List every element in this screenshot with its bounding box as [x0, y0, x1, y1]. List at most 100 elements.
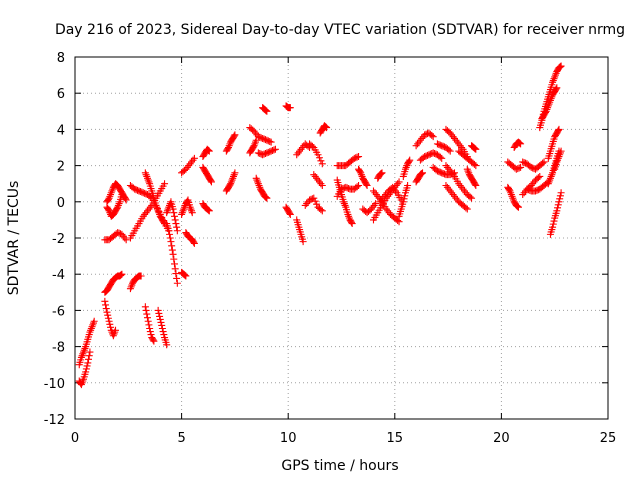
data-point: [372, 200, 380, 208]
data-point: [417, 170, 425, 178]
data-point: [113, 204, 121, 212]
series-t19: [199, 145, 213, 161]
data-point: [466, 193, 474, 201]
data-point: [168, 242, 176, 250]
data-point: [143, 314, 151, 322]
series-t28: [282, 102, 294, 112]
data-point: [317, 157, 325, 165]
y-tick-label: -12: [44, 413, 65, 428]
data-point: [318, 207, 326, 215]
data-point: [172, 270, 180, 278]
series-t18: [178, 154, 198, 177]
data-point: [356, 168, 364, 176]
data-point: [550, 217, 558, 225]
data-point: [553, 84, 561, 92]
data-point: [418, 169, 426, 177]
data-point: [446, 147, 454, 155]
data-point: [158, 325, 166, 332]
data-point: [362, 180, 370, 188]
data-point: [556, 192, 564, 200]
data-point: [400, 195, 408, 203]
data-point: [190, 239, 198, 247]
data-point: [313, 200, 321, 208]
series-t4: [101, 229, 130, 244]
data-point: [514, 203, 522, 211]
series-t50: [416, 149, 446, 164]
data-point: [231, 131, 239, 139]
data-point: [190, 238, 198, 246]
data-point: [470, 144, 478, 152]
data-point: [471, 145, 479, 153]
data-point: [146, 325, 154, 332]
data-point: [173, 279, 181, 287]
data-point: [322, 123, 330, 131]
data-point: [104, 311, 112, 319]
data-point: [103, 308, 111, 316]
data-point: [170, 209, 178, 217]
data-point: [271, 145, 279, 153]
series-t56: [455, 147, 480, 170]
data-point: [514, 203, 522, 211]
data-point: [170, 260, 178, 268]
data-point: [515, 139, 523, 147]
series-t23: [222, 131, 239, 155]
data-point: [355, 153, 363, 161]
series-t0: [75, 317, 98, 369]
data-point: [323, 124, 331, 132]
data-point: [204, 146, 212, 154]
series-t35: [316, 122, 331, 137]
data-point: [190, 154, 198, 162]
data-point: [143, 310, 151, 318]
data-point: [556, 63, 564, 71]
series-t14: [163, 198, 181, 235]
data-point: [314, 151, 322, 159]
data-point: [104, 314, 112, 322]
data-point: [315, 154, 323, 162]
data-point: [472, 182, 480, 190]
series-t57: [463, 165, 480, 190]
data-point: [470, 160, 478, 168]
data-point: [181, 271, 189, 279]
series-t22: [222, 169, 239, 195]
series-t38: [333, 182, 363, 200]
series-t5: [103, 180, 130, 206]
data-point: [516, 139, 524, 147]
data-point: [104, 195, 112, 203]
data-point: [183, 197, 191, 205]
data-point: [205, 147, 213, 155]
series-t70: [551, 147, 565, 173]
series-t37: [333, 176, 356, 228]
data-point: [82, 365, 90, 373]
data-point: [556, 63, 564, 71]
data-point: [118, 191, 126, 199]
series-t41: [359, 200, 380, 217]
data-point: [169, 205, 177, 213]
data-point: [86, 348, 94, 356]
series-t17: [178, 268, 190, 280]
data-point: [150, 337, 158, 345]
y-axis-label: SDTVAR / TECUs: [6, 181, 22, 296]
data-point: [541, 109, 549, 117]
series-t20: [199, 163, 215, 186]
data-point: [156, 312, 164, 320]
data-point: [540, 158, 548, 166]
data-point: [83, 362, 91, 370]
data-point: [299, 238, 307, 246]
data-point: [401, 192, 409, 200]
data-point: [161, 180, 169, 188]
data-point: [353, 153, 361, 161]
data-point: [428, 131, 436, 139]
data-point: [182, 272, 190, 280]
data-point: [85, 352, 93, 360]
data-point: [555, 125, 563, 133]
data-point: [557, 189, 565, 197]
y-tick-label: 6: [57, 87, 65, 102]
data-point: [321, 122, 329, 130]
data-point: [317, 206, 325, 214]
series-t21: [199, 200, 213, 215]
series-t1: [75, 348, 94, 389]
data-point: [188, 207, 196, 215]
y-tick-label: 4: [57, 123, 65, 138]
data-point: [230, 132, 238, 140]
data-point: [557, 147, 565, 155]
